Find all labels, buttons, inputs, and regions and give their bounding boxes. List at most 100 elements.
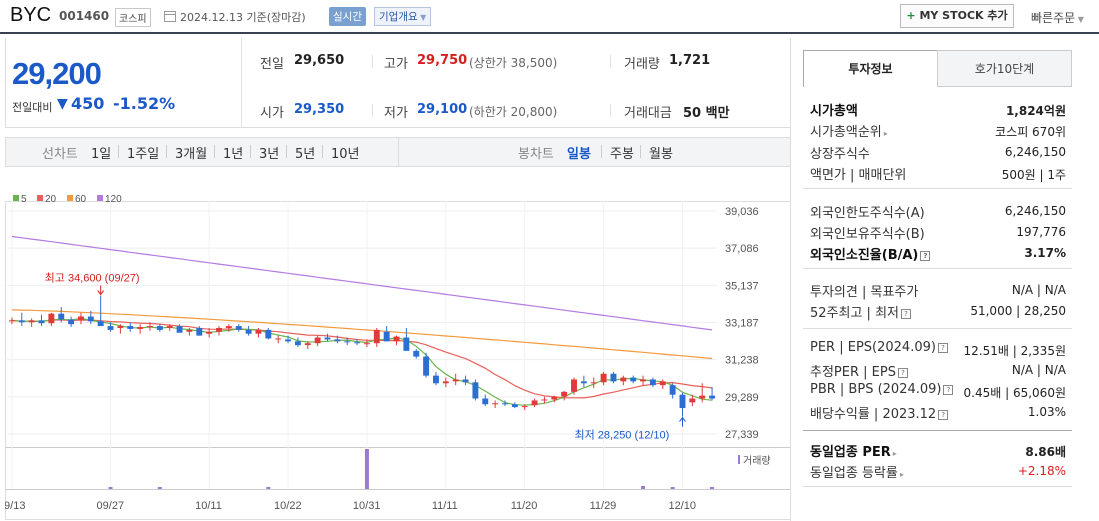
tab-investment-info[interactable]: 투자정보 (803, 50, 938, 87)
market-cap-rank-value: 코스피 670위 (995, 125, 1066, 139)
chevron-down-icon: ▼ (1075, 15, 1084, 24)
foreign-limit-label: 외국인한도주식수(A) (810, 206, 925, 221)
period-weekly[interactable]: 주봉 (610, 147, 634, 162)
prev-close-value: 29,650 (294, 53, 345, 68)
period-1w[interactable]: 1주일 (127, 147, 160, 162)
candle-body (571, 379, 577, 392)
candle-body (531, 400, 538, 406)
sector-per-text: 동일업종 PER (810, 445, 891, 460)
candle-body (363, 343, 370, 345)
candle-body (393, 336, 400, 342)
candle-body (87, 316, 94, 322)
period-daily[interactable]: 일봉 (567, 147, 591, 162)
candle-body (709, 395, 716, 399)
help-icon[interactable]: ? (920, 250, 931, 261)
listed-shares-value: 6,246,150 (1004, 145, 1066, 159)
divider (398, 138, 399, 166)
help-icon[interactable]: ? (938, 409, 949, 420)
candle-body (334, 339, 341, 342)
period-5y[interactable]: 5년 (295, 147, 316, 162)
candle-body (610, 373, 617, 382)
prev-close-label: 전일 (260, 57, 284, 72)
ma20-line (11, 319, 713, 399)
divider (610, 104, 611, 117)
period-monthly[interactable]: 월봉 (649, 147, 673, 162)
divider (372, 55, 373, 68)
period-3m[interactable]: 3개월 (175, 147, 208, 162)
sector-per-label[interactable]: 동일업종 PER ▸ (810, 441, 897, 460)
market-cap-rank-label[interactable]: 시가총액순위 ▸ (810, 121, 888, 140)
x-tick-label: 11/20 (511, 500, 538, 512)
dividend-yield-value: 1.03% (1027, 405, 1066, 419)
high-annotation: 최고 34,600 (09/27) (45, 272, 140, 285)
candle-body (206, 331, 213, 334)
per-eps-text: PER | EPS(2024.09) (810, 340, 936, 355)
candle-body (373, 329, 380, 344)
add-mystock-button[interactable]: + MY STOCK 추가 (900, 4, 1014, 28)
legend-swatch (13, 195, 19, 201)
stock-chart[interactable]: 5 20 60 120 39,036 37,086 35,137 33,187 31,238 29… (5, 178, 791, 521)
sector-change-label[interactable]: 동일업종 등락률 ▸ (810, 462, 904, 481)
legend-label: 60 (75, 194, 87, 205)
caret-right-icon: ▸ (892, 449, 897, 458)
candle-body (68, 319, 75, 325)
sector-per-value: 8.86배 (1025, 445, 1066, 459)
divider (286, 145, 287, 158)
y-tick-label: 35,137 (725, 280, 759, 292)
candle-body (48, 313, 55, 324)
corp-info-dropdown[interactable]: 기업개요 ▼ (374, 7, 432, 26)
candle-body (147, 326, 153, 328)
tab-quote-10[interactable]: 호가10단계 (937, 50, 1072, 87)
candle-body (324, 337, 331, 340)
help-icon[interactable]: ? (901, 308, 911, 319)
help-icon[interactable]: ? (897, 367, 908, 378)
foreign-ratio-label: 외국인소진율(B/A)? (810, 244, 931, 263)
quick-order-menu[interactable]: 빠른주문 ▼ (1031, 9, 1084, 26)
chevron-down-icon: ▼ (417, 13, 427, 22)
candle-body (452, 379, 459, 382)
add-mystock-label: MY STOCK 추가 (919, 9, 1008, 22)
ma5-placeholder (12, 340, 318, 406)
candle-body (442, 381, 449, 384)
candle-body (97, 321, 104, 327)
period-1y[interactable]: 1년 (223, 147, 244, 162)
divider (372, 104, 373, 117)
candle-chart-button[interactable]: 봉차트 (518, 147, 554, 162)
foreign-holding-value: 197,776 (1016, 225, 1066, 239)
x-tick-label: 10/31 (353, 500, 381, 512)
amount-label: 거래대금 (624, 106, 672, 121)
open-value: 29,350 (294, 102, 345, 117)
chart-frame (5, 201, 791, 520)
volume-bar (266, 487, 271, 489)
help-icon[interactable]: ? (937, 342, 948, 353)
x-tick-label: 11/29 (590, 500, 617, 512)
volume-label: 거래량 (624, 57, 660, 72)
candle-body (383, 331, 390, 342)
market-cap-label: 시가총액 (810, 104, 858, 119)
y-tick-label: 29,289 (725, 392, 759, 404)
target-price-value: N/A | N/A (1011, 283, 1066, 297)
candle-body (18, 320, 25, 323)
realtime-button[interactable]: 실시간 (329, 7, 366, 26)
calendar-icon (164, 11, 176, 22)
period-10y[interactable]: 10년 (331, 147, 360, 162)
volume-bar (641, 486, 646, 489)
period-1d[interactable]: 1일 (91, 147, 112, 162)
candle-body (462, 379, 469, 383)
line-chart-button[interactable]: 선차트 (42, 147, 78, 162)
candle-body (304, 343, 311, 346)
target-price-label: 투자의견 | 목표주가 (810, 285, 919, 300)
legend-swatch (67, 195, 73, 201)
foreign-ratio-value: 3.17% (1024, 246, 1066, 260)
candle-body (482, 398, 489, 405)
candle-body (28, 320, 35, 323)
foreign-holding-label: 외국인보유주식수(B) (810, 227, 925, 242)
volume-bar (710, 487, 715, 489)
candle-body (186, 329, 193, 332)
candle-body (640, 379, 646, 382)
candle-body (600, 373, 607, 383)
candle-body (8, 320, 15, 322)
help-icon[interactable]: ? (943, 384, 954, 395)
52w-range-value: 51,000 | 28,250 (970, 304, 1066, 318)
period-3y[interactable]: 3년 (259, 147, 280, 162)
